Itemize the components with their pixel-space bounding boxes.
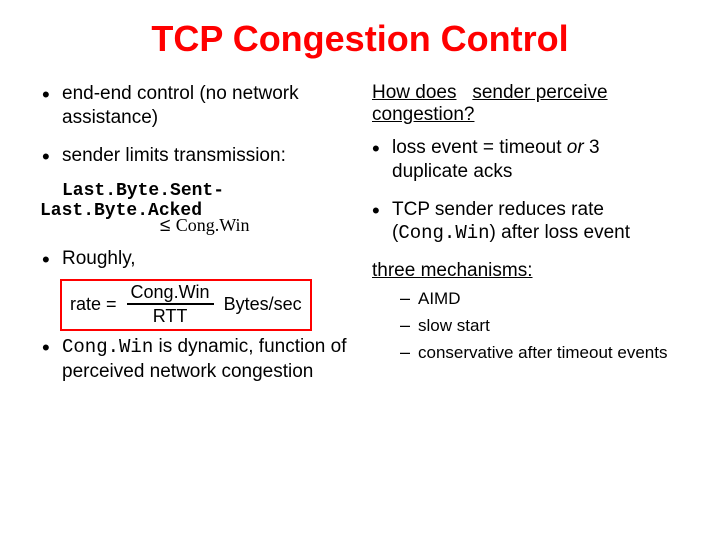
leq-symbol: ≤ (160, 215, 170, 236)
mech-2: slow start (400, 315, 680, 338)
mechanisms-heading: three mechanisms: (370, 260, 680, 282)
columns: end-end control (no network assistance) … (40, 82, 680, 398)
rate-unit: Bytes/sec (224, 294, 302, 315)
heading-part-a: How does (372, 82, 457, 103)
right-bullets: loss event = timeout or 3 duplicate acks… (370, 136, 680, 246)
mech-1: AIMD (400, 288, 680, 311)
right-column: How does sender perceive congestion? los… (370, 82, 680, 398)
fraction-denominator: RTT (153, 305, 188, 325)
congwin-term: Cong.Win (176, 215, 250, 235)
left-column: end-end control (no network assistance) … (40, 82, 350, 398)
right-bullet-1: loss event = timeout or 3 duplicate acks (370, 136, 680, 184)
rate-label: rate = (70, 294, 117, 315)
left-bullet-3: Roughly, (40, 247, 350, 271)
right-heading: How does sender perceive congestion? (370, 82, 680, 126)
left-bullets-3: Cong.Win is dynamic, function of perceiv… (40, 335, 350, 384)
rb1-or: or (567, 137, 584, 158)
mechanisms-list: AIMD slow start conservative after timeo… (370, 288, 680, 365)
left-bullet-2: sender limits transmission: (40, 144, 350, 168)
fraction-numerator: Cong.Win (127, 283, 214, 305)
right-bullet-2: TCP sender reduces rate (Cong.Win) after… (370, 198, 680, 247)
mech-3: conservative after timeout events (400, 342, 680, 365)
rate-equation-box: rate = Cong.Win RTT Bytes/sec (60, 279, 312, 331)
rb1-pre: loss event = timeout (392, 137, 567, 158)
left-bullets-2: Roughly, (40, 247, 350, 271)
rate-fraction: Cong.Win RTT (127, 283, 214, 325)
congwin-code: Cong.Win (62, 336, 153, 358)
left-bullet-1: end-end control (no network assistance) (40, 82, 350, 130)
mech-heading-text: three mechanisms: (372, 260, 533, 281)
rb2-code: Cong.Win (398, 222, 489, 244)
rb2-post: ) after loss event (490, 222, 630, 243)
slide: TCP Congestion Control end-end control (… (0, 0, 720, 540)
slide-title: TCP Congestion Control (40, 18, 680, 60)
left-bullets: end-end control (no network assistance) … (40, 82, 350, 167)
left-bullet-4: Cong.Win is dynamic, function of perceiv… (40, 335, 350, 384)
